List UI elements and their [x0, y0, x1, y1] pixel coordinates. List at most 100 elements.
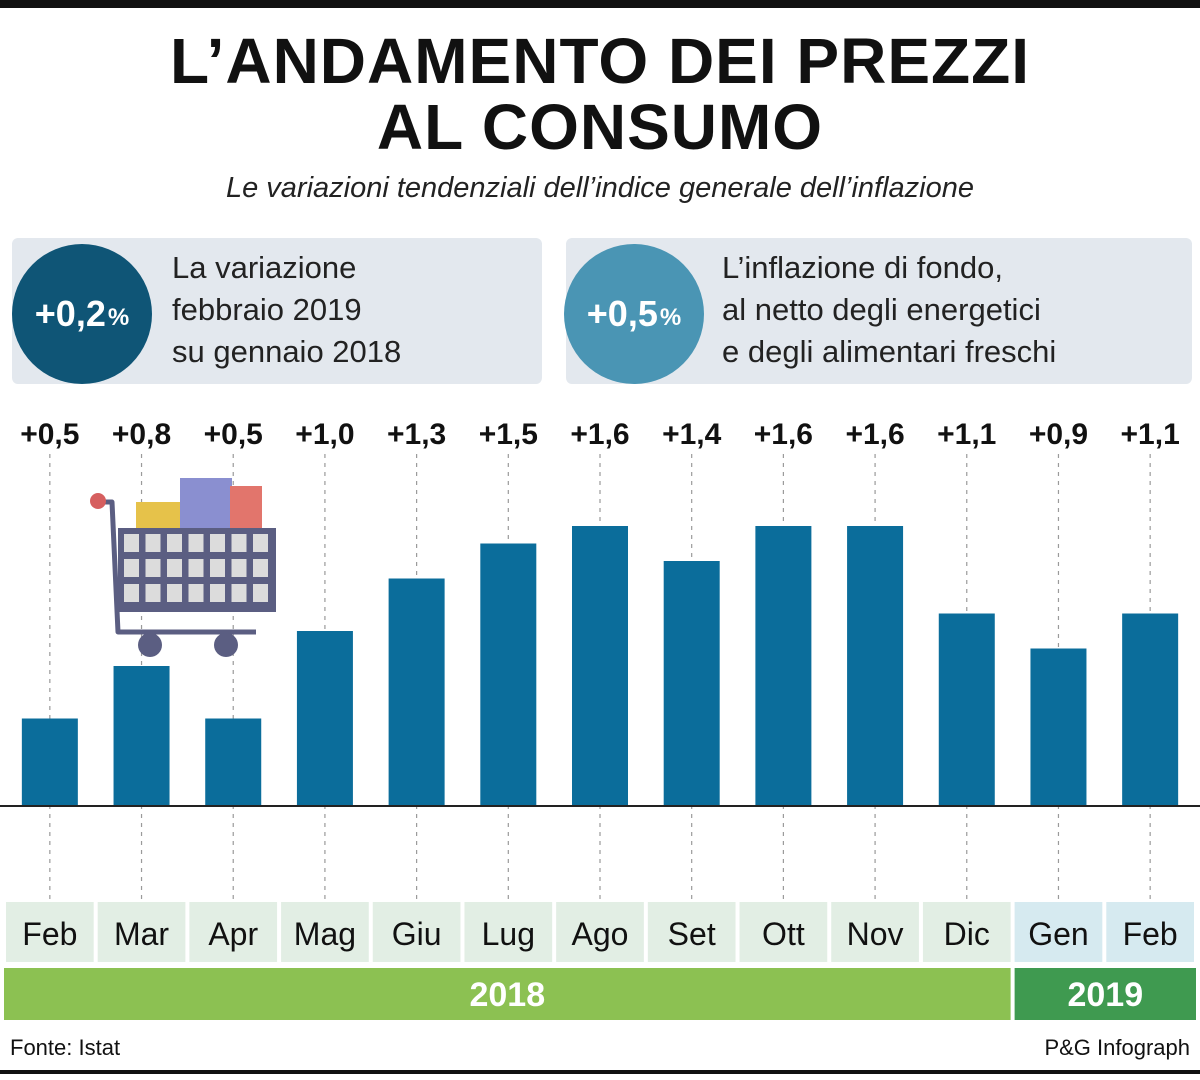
bar: [847, 526, 904, 806]
month-label: Ott: [762, 916, 805, 952]
month-label: Ago: [572, 916, 629, 952]
cart-grid-cell: [188, 559, 204, 577]
month-cell: [6, 902, 94, 962]
data-label: +1,1: [937, 418, 996, 451]
month-cell: [189, 902, 278, 962]
month-label: Nov: [847, 916, 904, 952]
info-line: La variazione: [172, 250, 357, 285]
cart-grid-cell: [145, 584, 161, 602]
data-label: +1,5: [479, 418, 538, 451]
cart-grid-cell: [253, 584, 268, 602]
badge-unit: %: [659, 304, 682, 331]
cart-grid-cell: [145, 559, 161, 577]
cart-grid-cell: [167, 559, 182, 577]
cart-grid-cell: [231, 584, 247, 602]
badge-value: +0,2: [34, 293, 106, 334]
bar: [296, 631, 353, 806]
data-label: +1,6: [754, 418, 813, 451]
credit-note: P&G Infograph: [1044, 1035, 1190, 1060]
badge-monthly-change: +0,2%: [12, 244, 152, 384]
cart-frame: [100, 499, 256, 635]
bar: [663, 561, 720, 806]
month-label: Feb: [1123, 916, 1178, 952]
cart-grid-cell: [124, 534, 139, 552]
cart-handle: [90, 493, 106, 509]
data-label: +0,8: [112, 418, 171, 451]
data-label: +1,6: [845, 418, 904, 451]
month-cell: [97, 902, 186, 962]
info-text-monthly: La variazione febbraio 2019 su gennaio 2…: [172, 247, 401, 373]
bar: [480, 543, 537, 806]
cart-grid-cell: [124, 559, 139, 577]
cart-box-red: [230, 486, 262, 530]
month-cell: [831, 902, 919, 962]
data-label: +1,0: [295, 418, 354, 451]
badge-core-inflation: +0,5%: [564, 244, 704, 384]
month-cell: [739, 902, 828, 962]
bar: [938, 613, 995, 806]
month-cell: [1014, 902, 1103, 962]
top-rule: [0, 0, 1200, 8]
month-label: Gen: [1028, 916, 1088, 952]
cart-grid-cell: [145, 534, 161, 552]
cart-grid-cell: [253, 534, 268, 552]
inflation-bar-chart: +0,5 Feb +0,8 Mar +0,5 Apr +1,0 Mag +1,3 Giu +1,5 L…: [0, 418, 1200, 1020]
data-label: +0,9: [1029, 418, 1088, 451]
cart-grid-cell: [188, 534, 204, 552]
month-label: Feb: [22, 916, 77, 952]
year-band: [4, 968, 1011, 1020]
info-line: e degli alimentari freschi: [722, 334, 1057, 369]
info-text-core-inflation: L’inflazione di fondo, al netto degli en…: [722, 247, 1056, 373]
cart-grid-cell: [124, 584, 139, 602]
badge-value: +0,5: [586, 293, 658, 334]
bar: [113, 666, 170, 806]
data-label: +1,3: [387, 418, 446, 451]
subtitle: Le variazioni tendenziali dell’indice ge…: [225, 172, 975, 204]
month-label: Dic: [944, 916, 990, 952]
month-label: Mar: [114, 916, 169, 952]
month-cell: [372, 902, 461, 962]
bar: [755, 526, 812, 806]
month-cell: [556, 902, 644, 962]
info-line: L’inflazione di fondo,: [722, 250, 1003, 285]
data-label: +0,5: [20, 418, 79, 451]
month-cell: [922, 902, 1011, 962]
badge-unit: %: [107, 304, 130, 331]
cart-grid-cell: [167, 534, 182, 552]
bottom-rule: [0, 1070, 1200, 1074]
cart-grid-cell: [253, 559, 268, 577]
cart-wheel: [138, 633, 162, 657]
data-label: +1,4: [662, 418, 722, 451]
month-cell: [1106, 902, 1194, 962]
data-label: +1,1: [1121, 418, 1180, 451]
info-line: al netto degli energetici: [722, 292, 1041, 327]
cart-grid-cell: [167, 584, 182, 602]
info-line: su gennaio 2018: [172, 334, 402, 369]
cart-wheel: [214, 633, 238, 657]
title-line-2: AL CONSUMO: [376, 91, 824, 163]
month-label: Lug: [482, 916, 535, 952]
bar: [205, 718, 262, 806]
info-line: febbraio 2019: [172, 292, 362, 327]
cart-grid-cell: [210, 534, 225, 552]
bar: [572, 526, 628, 806]
month-label: Apr: [208, 916, 258, 952]
data-label: +0,5: [204, 418, 263, 451]
month-cell: [464, 902, 553, 962]
month-cell: [281, 902, 369, 962]
cart-grid-cell: [231, 559, 247, 577]
month-cell: [647, 902, 736, 962]
bar: [388, 578, 445, 806]
cart-grid-cell: [231, 534, 247, 552]
year-label: 2019: [1067, 976, 1143, 1014]
bar: [21, 718, 78, 806]
shopping-cart-icon: [90, 478, 276, 657]
bar: [1030, 648, 1087, 806]
cart-grid-cell: [188, 584, 204, 602]
month-label: Giu: [392, 916, 442, 952]
year-label: 2018: [469, 976, 545, 1014]
year-band: [1014, 968, 1196, 1020]
month-label: Set: [668, 916, 716, 952]
bar: [1122, 613, 1179, 806]
cart-grid-cell: [210, 584, 225, 602]
